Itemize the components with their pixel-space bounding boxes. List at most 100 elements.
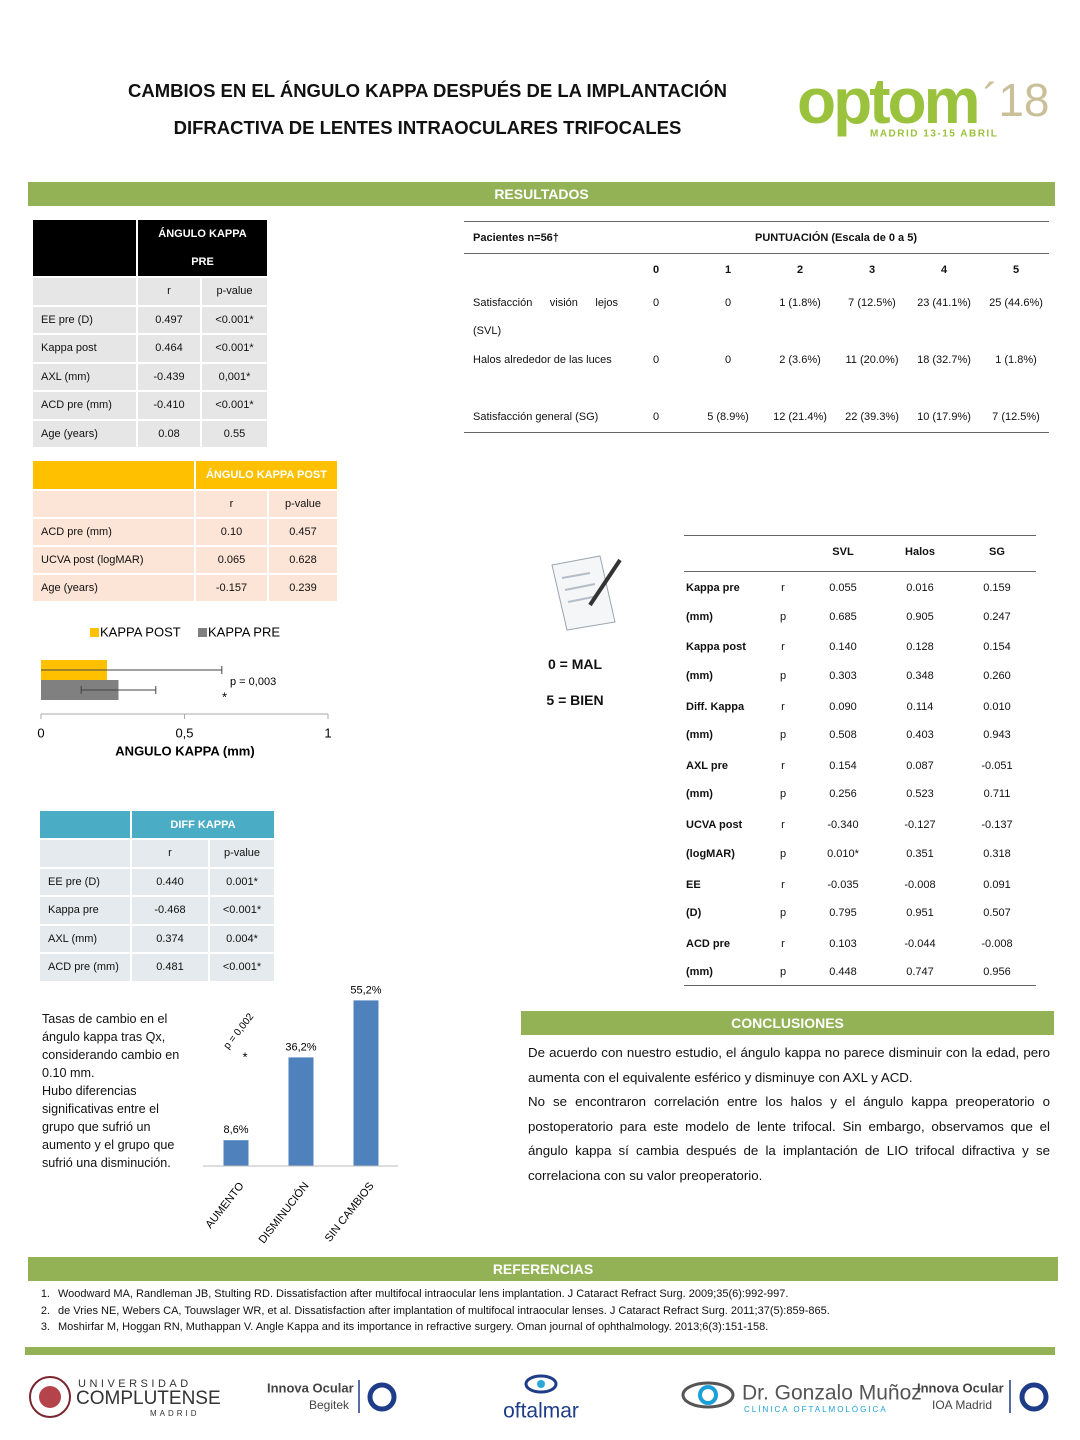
table-header-row: ÁNGULO KAPPA POST — [31, 459, 339, 491]
table-row: UCVA post (logMAR) 0.065 0.628 — [31, 545, 339, 575]
table-value: 0.508 — [829, 729, 857, 742]
annotation: * — [222, 689, 227, 704]
row-label: AXL (mm) — [38, 923, 132, 954]
table-corner — [38, 838, 132, 869]
logo-gonzalo: Dr. Gonzalo Muñoz CLÍNICA OFTALMOLÓGICA — [681, 1381, 922, 1414]
stats-table: ÁNGULO KAPPA PRE r p-value EE pre (D) 0.497 <… — [31, 218, 269, 449]
table-row: AXL (mm) 0.374 0.004* — [38, 923, 276, 954]
table-title: ÁNGULO KAPPA POST — [194, 459, 339, 491]
stat-label: r — [781, 700, 785, 713]
table-value: 0.010 — [983, 700, 1011, 713]
table-title: DIFF KAPPA — [130, 809, 276, 840]
table-value: 0.457 — [267, 517, 339, 547]
table-value: 0.065 — [194, 545, 269, 575]
table-value: 0.10 — [194, 517, 269, 547]
value-label: 55,2% — [350, 984, 381, 996]
logo: optom ´18 MADRID 13-15 ABRIL — [797, 65, 1049, 140]
table-row: Kappa pre -0.468 <0.001* — [38, 895, 276, 926]
reference-text: Woodward MA, Randleman JB, Stulting RD. … — [58, 1288, 789, 1300]
legend-label: KAPPA POST — [100, 624, 181, 639]
section-heading: CONCLUSIONES — [521, 1011, 1054, 1035]
table-row: Kappa post 0.464 <0.001* — [31, 333, 269, 364]
table-column-row: r p-value — [38, 838, 276, 869]
annotation: * — [242, 1049, 247, 1064]
table-corner — [31, 276, 138, 307]
table-value: 18 (32.7%) — [917, 354, 971, 366]
table-header: PUNTUACIÓN (Escala de 0 a 5) — [755, 232, 917, 244]
logo-event: MADRID 13-15 ABRIL — [870, 129, 998, 140]
table-row: ACD pre (mm) 0.481 <0.001* — [38, 952, 276, 983]
table-value: 0.114 — [906, 700, 934, 713]
table-value: 0.303 — [829, 669, 857, 682]
row-label: EE — [686, 878, 701, 891]
table-value: -0.008 — [904, 878, 936, 891]
row-label: Age (years) — [31, 418, 138, 449]
column-header: 3 — [868, 264, 876, 276]
table-header: Pacientes n=56† — [473, 232, 559, 244]
table-header-row: DIFF KAPPA — [38, 809, 276, 840]
stats-table: ÁNGULO KAPPA POST r p-value ACD pre (mm) 0.1… — [31, 459, 339, 603]
paragraph: No se encontraron correlación entre los … — [528, 1094, 1050, 1183]
row-label: Satisfacción visión lejos (SVL) — [473, 297, 618, 337]
column-header: 0 — [652, 264, 660, 276]
form-icon — [551, 555, 622, 631]
conclusions-text: De acuerdo con nuestro estudio, el ángul… — [528, 1041, 1050, 1188]
x-tick-label: 1 — [324, 725, 331, 740]
row-label: Satisfacción general (SG) — [473, 411, 599, 423]
table-value: 0 — [652, 411, 660, 423]
table-rule — [464, 253, 1049, 254]
table-value: 0 — [724, 354, 732, 366]
table-corner — [31, 489, 196, 519]
row-label: (mm) — [686, 788, 713, 801]
row-label: UCVA post (logMAR) — [31, 545, 196, 575]
table-value: 0 — [724, 297, 732, 309]
table-value: 0.091 — [983, 878, 1011, 891]
table-value: 0.747 — [906, 966, 934, 979]
table-rule — [464, 221, 1049, 222]
table-value: -0.157 — [194, 573, 269, 603]
table-value: 0.055 — [829, 582, 857, 594]
table-value: 11 (20.0%) — [845, 354, 899, 366]
logo-text: Innova Ocular — [267, 1380, 354, 1395]
table-value: 0.004* — [208, 923, 276, 954]
table-value: 0.464 — [136, 333, 202, 364]
paragraph: De acuerdo con nuestro estudio, el ángul… — [528, 1045, 1050, 1085]
table-title: ÁNGULO KAPPA PRE — [136, 218, 269, 278]
stat-label: p — [779, 729, 787, 742]
table-row: ACD pre (mm) -0.410 <0.001* — [31, 390, 269, 421]
column-header: 5 — [1012, 264, 1020, 276]
table-value: 0.448 — [829, 966, 857, 979]
legend-label: KAPPA PRE — [208, 624, 280, 639]
row-label: Kappa pre — [686, 582, 740, 594]
table-value: -0.044 — [904, 937, 936, 950]
scale-note: 0 = MAL — [547, 656, 603, 672]
table-row: Age (years) -0.157 0.239 — [31, 573, 339, 603]
legend-swatch — [90, 628, 99, 637]
stat-label: p — [779, 847, 787, 860]
row-label: EE pre (D) — [38, 866, 132, 897]
reference: 3. Moshirfar M, Hoggan RN, Muthappan V. A… — [30, 1321, 769, 1333]
title-line: CAMBIOS EN EL ÁNGULO KAPPA DESPUÉS DE LA… — [128, 80, 727, 101]
logo-text: Begitek — [309, 1398, 350, 1412]
table-value: 0.351 — [906, 847, 934, 860]
table-value: 0.016 — [906, 582, 934, 594]
table-value: 0.08 — [136, 418, 202, 449]
table-value: 0.239 — [267, 573, 339, 603]
value-label: 36,2% — [285, 1041, 316, 1053]
stat-label: p — [779, 788, 787, 801]
table-value: -0.137 — [981, 819, 1013, 832]
x-tick-label: AUMENTO — [203, 1180, 246, 1231]
row-label: Kappa post — [686, 641, 746, 654]
table-value: 0.348 — [906, 669, 934, 682]
table-value: 0.711 — [983, 788, 1011, 801]
row-label: (mm) — [686, 729, 713, 742]
table-row: Age (years) 0.08 0.55 — [31, 418, 269, 449]
table-value: 1 (1.8%) — [995, 354, 1037, 366]
table-value: 0.001* — [208, 866, 276, 897]
annotation: p = 0,002 — [222, 1011, 257, 1051]
row-label: (logMAR) — [686, 847, 735, 860]
row-label: ACD pre (mm) — [38, 952, 132, 983]
row-label: EE pre (D) — [31, 304, 138, 335]
